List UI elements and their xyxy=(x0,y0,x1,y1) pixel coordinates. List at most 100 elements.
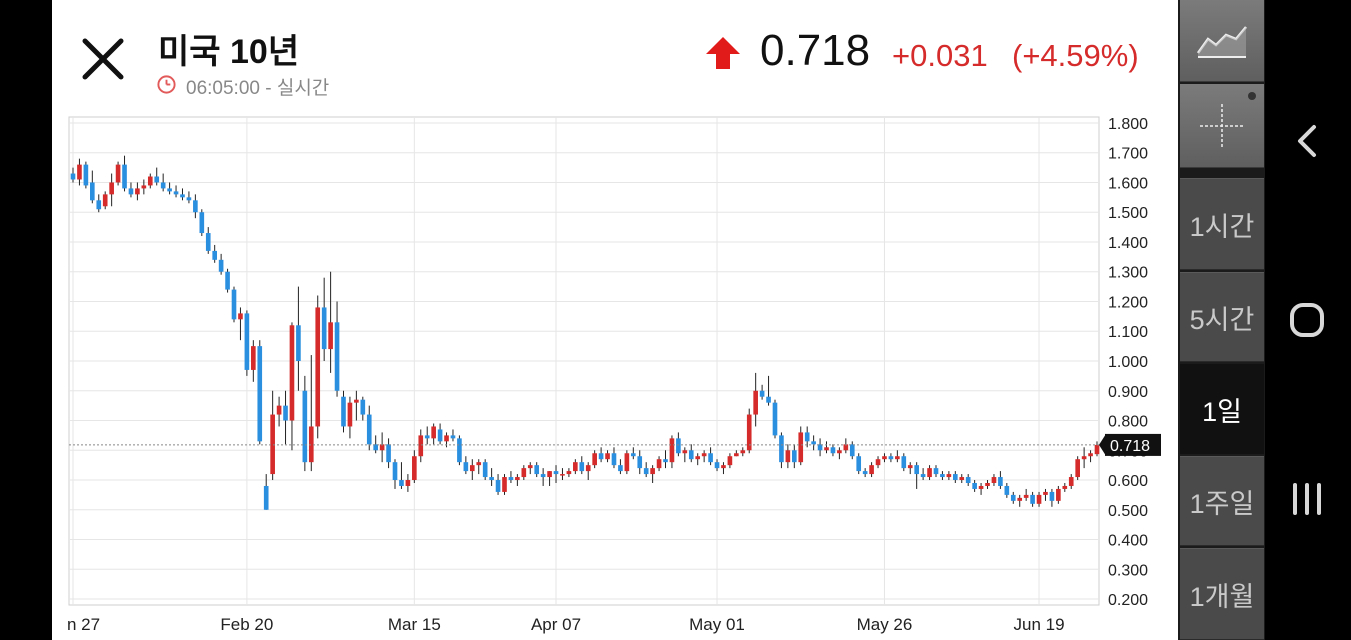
candle-body xyxy=(392,462,398,481)
candle-body xyxy=(727,456,733,466)
line-chart-icon xyxy=(1196,25,1247,58)
y-tick-label: 0.400 xyxy=(1108,533,1148,550)
candle-body xyxy=(682,450,688,454)
candle-body xyxy=(147,176,153,186)
y-tick-label: 1.300 xyxy=(1108,265,1148,282)
candle-body xyxy=(283,405,288,421)
candle-body xyxy=(965,477,971,483)
candle-body xyxy=(218,259,224,272)
y-tick-label: 1.600 xyxy=(1108,175,1148,192)
y-tick-label: 0.300 xyxy=(1108,562,1148,579)
recents-icon[interactable] xyxy=(1284,476,1330,522)
candle-body xyxy=(341,396,346,427)
candle-body xyxy=(663,459,668,463)
candle-body xyxy=(476,462,482,466)
update-time: 06:05:00 - 실시간 xyxy=(186,78,330,99)
crosshair-button[interactable] xyxy=(1180,84,1264,168)
candle-body xyxy=(431,426,436,439)
candle-body xyxy=(895,456,900,460)
candle-body xyxy=(1094,444,1100,455)
candle-body xyxy=(399,480,404,486)
timeframe-1m[interactable]: 1개월 xyxy=(1180,548,1264,640)
candle-body xyxy=(1030,494,1035,504)
price-change-percent: (+4.59%) xyxy=(1012,38,1139,73)
candle-body xyxy=(122,164,127,189)
candle-body xyxy=(991,477,997,483)
candle-body xyxy=(1056,488,1061,501)
price-change: +0.031 xyxy=(892,38,988,73)
clock-icon xyxy=(157,75,176,94)
candle-body xyxy=(824,447,829,451)
candle-body xyxy=(907,465,913,469)
candle-body xyxy=(186,197,192,201)
candle-body xyxy=(817,444,823,451)
candle-body xyxy=(643,468,649,475)
candle-body xyxy=(579,462,585,472)
timeframe-1w[interactable]: 1주일 xyxy=(1180,456,1264,546)
candle-body xyxy=(972,483,977,489)
candle-body xyxy=(766,396,771,403)
close-button[interactable] xyxy=(78,34,128,84)
chart-type-button[interactable] xyxy=(1180,0,1264,82)
candle-body xyxy=(791,450,797,463)
timeframe-label: 1개월 xyxy=(1189,581,1255,612)
candle-body xyxy=(450,435,456,439)
candle-body xyxy=(424,435,430,439)
y-tick-label: 0.800 xyxy=(1108,414,1148,431)
candle-body xyxy=(688,450,694,460)
candle-body xyxy=(959,477,965,481)
candle-body xyxy=(1043,491,1048,495)
candle-body xyxy=(779,435,784,463)
candle-body xyxy=(469,465,475,472)
candle-body xyxy=(199,212,205,234)
candle-body xyxy=(1049,491,1055,501)
candle-body xyxy=(128,188,134,195)
candle-body xyxy=(360,399,366,415)
candle-body xyxy=(193,200,198,213)
candle-body xyxy=(70,173,76,180)
candle-body xyxy=(328,322,333,350)
candle-body xyxy=(676,438,681,454)
candle-body xyxy=(798,432,804,463)
timeframe-5h[interactable]: 5시간 xyxy=(1180,272,1264,362)
candle-body xyxy=(502,477,507,492)
candle-body xyxy=(115,164,121,183)
candle-body xyxy=(901,456,907,469)
candle-body xyxy=(695,456,701,460)
candle-body xyxy=(270,414,275,475)
candlestick-chart[interactable]: 1.800 1.700 1.600 1.500 1.400 1.300 1.200 1.100… xyxy=(52,105,1178,640)
candle-body xyxy=(946,474,952,478)
candle-body xyxy=(804,432,810,442)
candle-body xyxy=(759,390,765,397)
candle-body xyxy=(1081,456,1087,460)
candle-body xyxy=(1023,494,1029,498)
candle-body xyxy=(347,402,353,427)
y-tick-label: 0.500 xyxy=(1108,503,1148,520)
candle-body xyxy=(302,390,308,463)
candle-body xyxy=(83,164,89,186)
candle-body xyxy=(457,438,462,463)
home-icon[interactable] xyxy=(1284,297,1330,343)
candle-body xyxy=(102,194,108,207)
candle-body xyxy=(605,453,610,460)
candle-body xyxy=(444,435,449,442)
x-tick-label: Feb 20 xyxy=(220,615,273,634)
candle-body xyxy=(547,471,552,478)
candle-body xyxy=(315,307,321,427)
candle-body xyxy=(740,450,746,454)
candle-body xyxy=(482,462,488,478)
back-icon[interactable] xyxy=(1284,118,1330,164)
candle-body xyxy=(263,485,269,510)
y-tick-label: 1.500 xyxy=(1108,205,1148,222)
candle-body xyxy=(238,313,243,320)
timeframe-1h[interactable]: 1시간 xyxy=(1180,178,1264,270)
candle-body xyxy=(135,188,140,195)
candle-body xyxy=(296,325,301,361)
candle-body xyxy=(920,474,926,478)
candle-body xyxy=(978,485,984,489)
candle-body xyxy=(515,477,520,481)
candle-body xyxy=(1062,485,1068,489)
timeframe-1d[interactable]: 1일 xyxy=(1180,364,1264,454)
candle-body xyxy=(386,444,391,463)
y-tick-label: 0.600 xyxy=(1108,473,1148,490)
